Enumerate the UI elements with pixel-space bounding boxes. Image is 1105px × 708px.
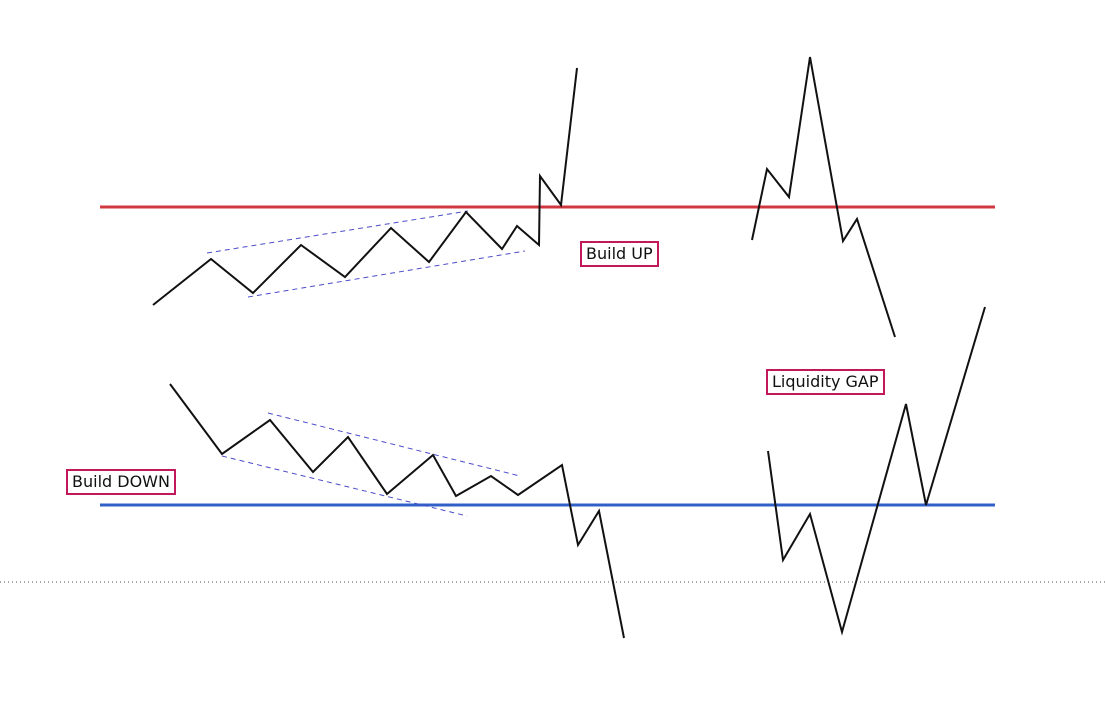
build-down-channel-upper: [267, 412, 521, 477]
liquidity-gap-upper-price-path: [751, 56, 896, 338]
build-up-channel-lower: [247, 250, 526, 298]
build-up-channel-upper: [206, 210, 469, 254]
build-down-label: Build DOWN: [66, 469, 176, 495]
build-down-price-path: [169, 383, 625, 639]
liquidity-gap-lower-price-path: [767, 306, 986, 636]
build-up-label: Build UP: [580, 241, 659, 267]
build-down-channel-lower: [221, 455, 468, 517]
liquidity-gap-label: Liquidity GAP: [766, 369, 885, 395]
build-up-price-path: [152, 67, 578, 306]
